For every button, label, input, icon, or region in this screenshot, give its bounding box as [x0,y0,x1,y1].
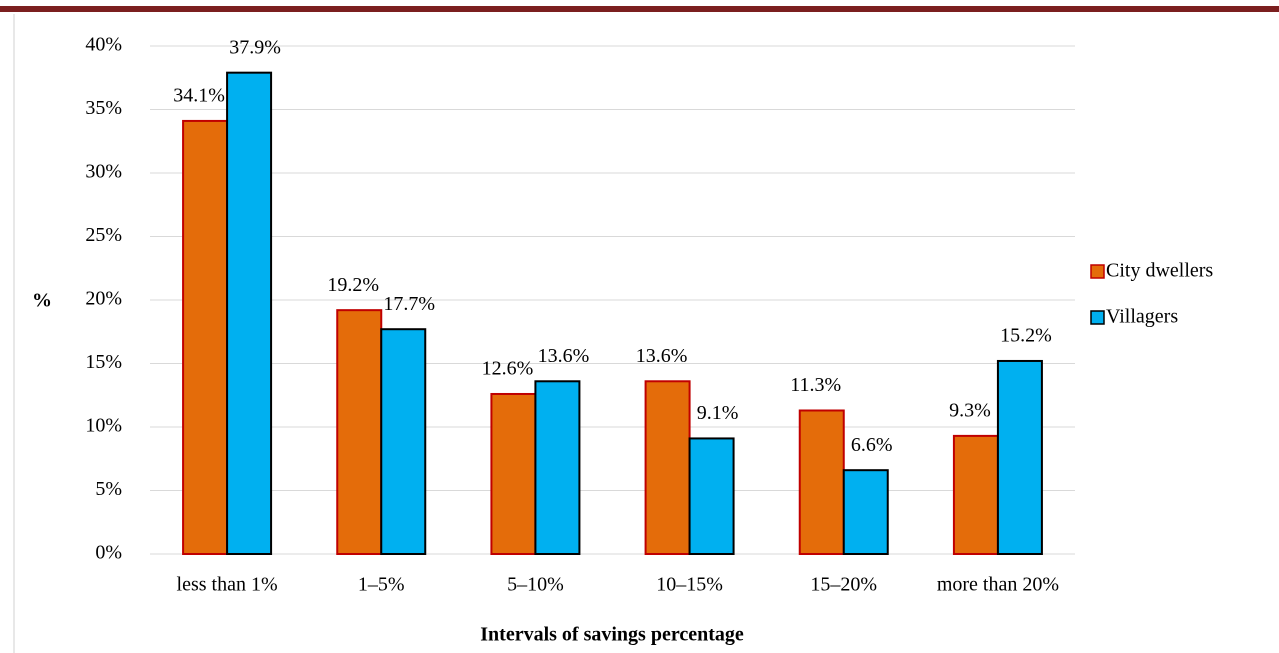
x-axis-title: Intervals of savings percentage [480,624,744,646]
value-label: 37.9% [229,36,281,58]
value-label: 12.6% [482,358,534,380]
value-label: 9.1% [697,402,739,424]
y-tick-label: 20% [85,288,122,310]
bar [996,359,1043,555]
value-label: 34.1% [173,85,225,107]
x-tick-label: 10–15% [656,574,723,596]
bar [336,309,383,555]
value-label: 6.6% [851,434,893,456]
x-tick-label: more than 20% [937,574,1059,596]
bar [226,71,273,555]
value-label: 19.2% [327,274,379,296]
y-tick-label: 15% [85,351,122,373]
y-axis-title: % [32,290,52,312]
x-tick-label: 15–20% [810,574,877,596]
x-tick-label: less than 1% [177,574,278,596]
legend-swatch [1090,264,1105,279]
legend-label: Villagers [1106,306,1178,328]
bar [490,392,537,556]
legend-swatch [1090,310,1105,325]
y-tick-label: 35% [85,97,122,119]
bar [798,409,845,555]
y-tick-label: 10% [85,415,122,437]
value-label: 13.6% [538,345,590,367]
value-label: 13.6% [636,345,688,367]
bar [182,119,229,556]
y-tick-label: 40% [85,34,122,56]
y-tick-label: 30% [85,161,122,183]
y-tick-label: 0% [95,542,122,564]
bar [952,434,999,556]
value-label: 11.3% [790,374,841,396]
x-tick-label: 1–5% [358,574,405,596]
value-label: 15.2% [1000,325,1052,347]
bar [380,328,427,555]
y-tick-label: 5% [95,478,122,500]
bar [688,437,735,555]
y-tick-label: 25% [85,224,122,246]
bar [644,380,691,555]
header-rule [0,6,1279,12]
value-label: 9.3% [949,399,991,421]
value-label: 17.7% [383,293,435,315]
x-tick-label: 5–10% [507,574,564,596]
bar [842,469,889,555]
legend-label: City dwellers [1106,260,1213,282]
bar [534,380,581,555]
